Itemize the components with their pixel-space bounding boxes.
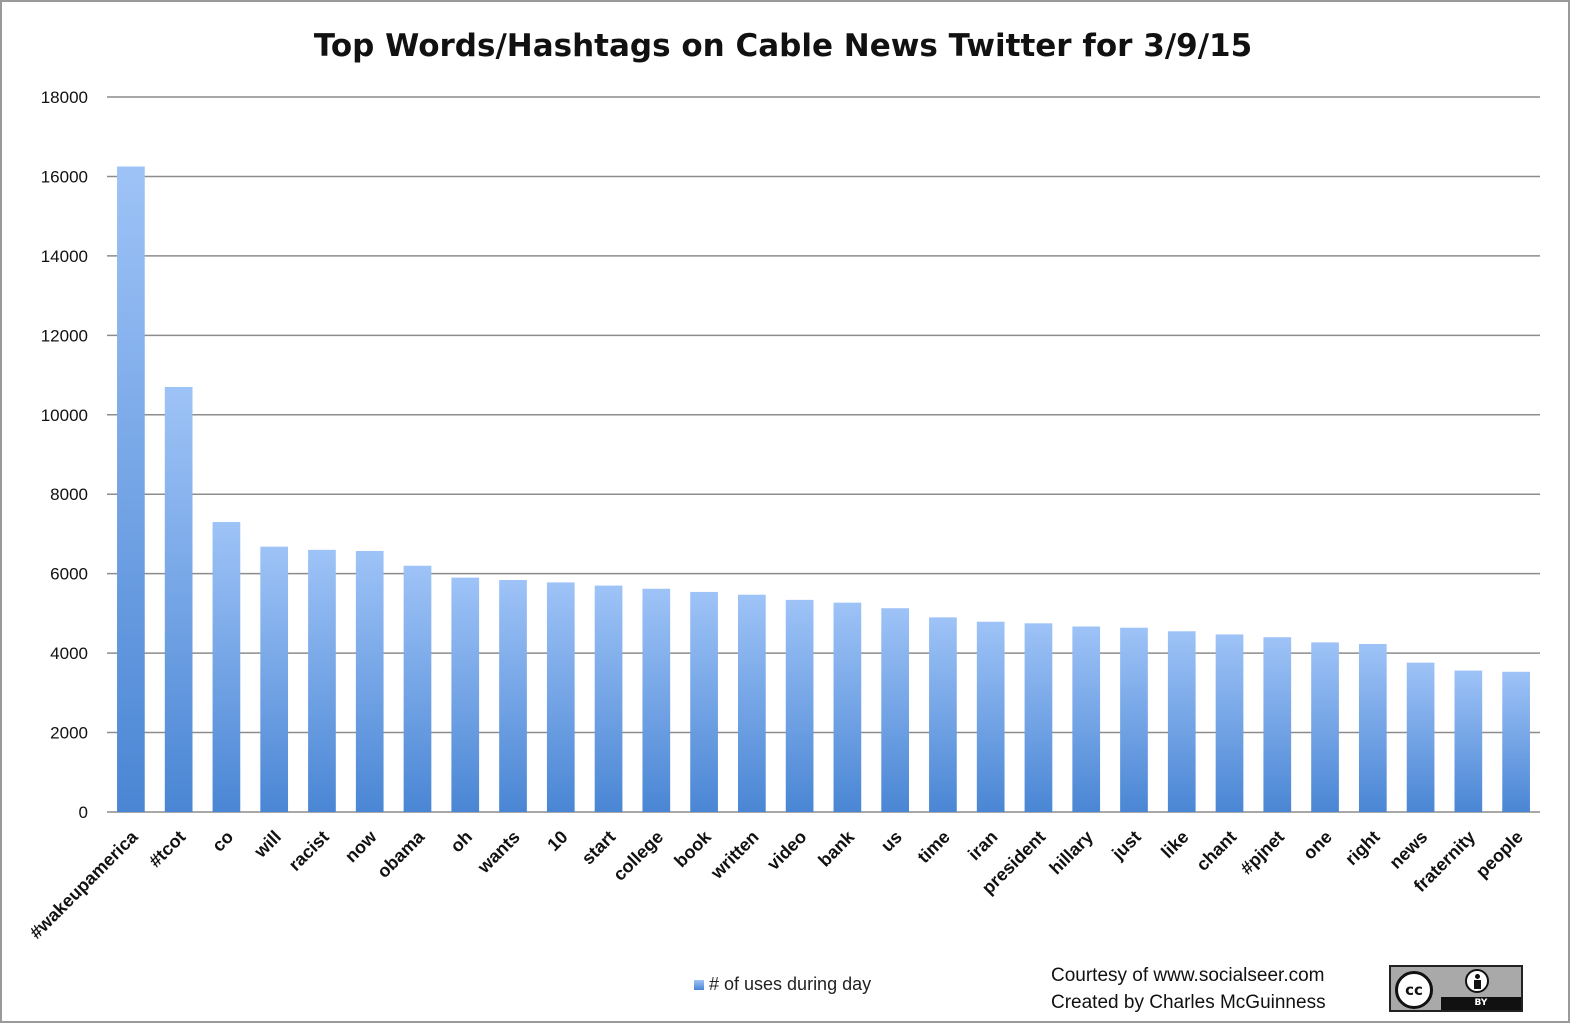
- bar-right: [1358, 643, 1387, 812]
- x-tick-label: racist: [285, 827, 333, 875]
- x-tick-label: wants: [473, 827, 524, 878]
- x-tick-label: will: [250, 827, 285, 862]
- x-tick-label: one: [1299, 827, 1336, 864]
- y-tick-label: 6000: [50, 565, 88, 584]
- credits: Courtesy of www.socialseer.com Created b…: [1051, 962, 1326, 1016]
- x-tick-label: #pjnet: [1236, 827, 1288, 879]
- x-tick-label: like: [1157, 827, 1192, 862]
- x-tick-label: 10: [543, 827, 571, 855]
- bar-racist: [308, 549, 336, 812]
- legend: # of uses during day: [694, 974, 871, 995]
- x-tick-label: time: [913, 827, 953, 867]
- gridlines: [107, 96, 1540, 813]
- bar-president: [1024, 623, 1053, 812]
- bar-now: [355, 551, 384, 812]
- credit-line-author: Created by Charles McGuinness: [1051, 992, 1326, 1013]
- x-tick-label: right: [1341, 827, 1383, 869]
- cc-by-license-badge: cc BY: [1389, 965, 1523, 1012]
- chart-title: Top Words/Hashtags on Cable News Twitter…: [313, 28, 1253, 64]
- bar-just: [1120, 627, 1148, 812]
- y-tick-label: 8000: [50, 485, 88, 504]
- x-tick-label: bank: [814, 826, 859, 871]
- bar-time: [929, 617, 957, 812]
- x-tick-label: video: [763, 827, 810, 874]
- bar-people: [1502, 671, 1530, 812]
- x-tick-label: #tcot: [145, 827, 190, 872]
- bar-college: [642, 588, 671, 812]
- x-tick-label: book: [670, 826, 715, 871]
- x-tick-label: hillary: [1045, 827, 1097, 879]
- bar-book: [690, 591, 718, 812]
- x-tick-label: just: [1107, 827, 1144, 864]
- y-tick-label: 14000: [41, 247, 88, 266]
- bar-tcot: [164, 386, 193, 812]
- bar-written: [737, 594, 766, 812]
- by-label: BY: [1441, 997, 1521, 1010]
- x-tick-label: now: [341, 826, 381, 866]
- cc-icon: cc: [1395, 971, 1433, 1009]
- y-tick-label: 18000: [41, 88, 88, 107]
- bar-hillary: [1072, 626, 1101, 812]
- y-tick-label: 10000: [41, 406, 88, 425]
- x-tick-label: #wakeupamerica: [26, 826, 143, 943]
- y-tick-label: 16000: [41, 167, 88, 186]
- x-tick-label: co: [208, 827, 237, 856]
- x-tick-label: iran: [964, 827, 1001, 864]
- bar-chant: [1215, 634, 1244, 812]
- x-tick-label: written: [706, 827, 763, 884]
- y-axis-ticks: 0 2000 4000 6000 8000 10000 12000 14000 16000 180…: [41, 88, 88, 822]
- x-tick-label: chant: [1192, 827, 1240, 875]
- legend-label: # of uses during day: [709, 974, 872, 994]
- bar-fraternity: [1454, 670, 1483, 812]
- bar-one: [1311, 642, 1339, 812]
- person-icon: [1465, 969, 1489, 993]
- bars: [117, 166, 1530, 812]
- bar-pjnet: [1263, 637, 1292, 812]
- bar-us: [881, 608, 910, 812]
- y-tick-label: 12000: [41, 326, 88, 345]
- legend-swatch: [694, 979, 704, 990]
- bar-start: [594, 585, 623, 812]
- y-tick-label: 2000: [50, 724, 88, 743]
- x-tick-label: news: [1385, 827, 1431, 873]
- x-tick-label: us: [877, 827, 906, 856]
- bar-wants: [499, 580, 527, 812]
- x-tick-label: start: [578, 827, 620, 869]
- bar-wakeupamerica: [117, 166, 145, 812]
- bar-oh: [451, 577, 480, 812]
- bar-will: [260, 546, 289, 812]
- y-tick-label: 4000: [50, 644, 88, 663]
- x-tick-label: oh: [446, 827, 476, 857]
- bar-bank: [833, 602, 862, 812]
- bar-news: [1406, 662, 1435, 812]
- x-tick-label: obama: [373, 826, 429, 882]
- y-tick-label: 0: [79, 803, 88, 822]
- x-tick-label: college: [609, 827, 667, 885]
- bar-video: [785, 599, 814, 812]
- bar-like: [1167, 631, 1196, 812]
- bar-co: [212, 522, 241, 812]
- bar-obama: [403, 565, 432, 812]
- bar-10: [546, 582, 575, 812]
- x-tick-label: people: [1472, 827, 1527, 882]
- bar-iran: [976, 621, 1005, 812]
- credit-line-website: Courtesy of www.socialseer.com: [1051, 965, 1325, 986]
